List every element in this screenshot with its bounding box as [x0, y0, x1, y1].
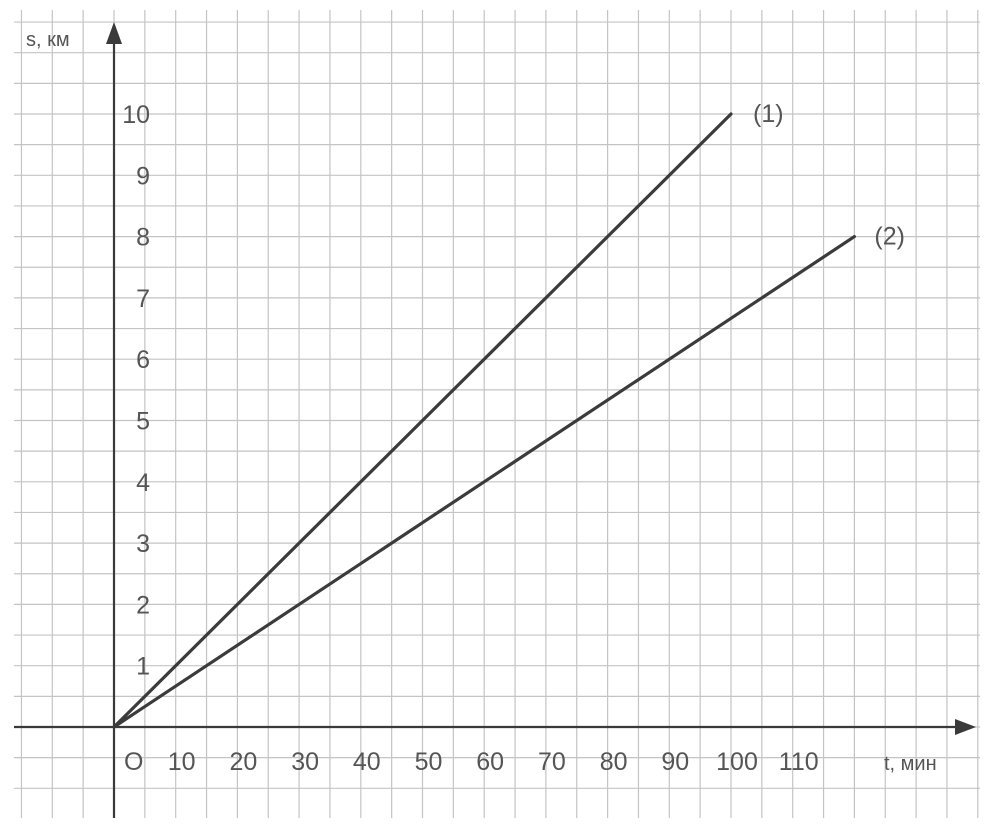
x-axis-title: t, мин [884, 753, 937, 775]
y-tick-label: 4 [136, 469, 150, 497]
y-tick-label: 10 [122, 101, 150, 129]
series-line-1 [112, 112, 733, 729]
y-tick-label: 8 [136, 224, 150, 252]
x-tick-label: 90 [661, 748, 689, 776]
y-axis-arrow-icon [106, 22, 122, 44]
x-tick-label: 40 [353, 748, 381, 776]
series-group: (1) (2) [112, 100, 905, 729]
series-label-2: (2) [874, 223, 905, 251]
y-tick-labels: 1 2 3 4 5 6 7 8 9 10 [122, 101, 150, 681]
x-tick-label: 50 [415, 748, 443, 776]
y-tick-label: 7 [136, 285, 150, 313]
series-line-2 [112, 235, 857, 729]
y-tick-label: 9 [136, 162, 150, 190]
x-tick-label: 30 [291, 748, 319, 776]
y-tick-label: 3 [136, 530, 150, 558]
x-tick-label: 20 [229, 748, 257, 776]
x-tick-label: 70 [538, 748, 566, 776]
axes [14, 22, 976, 818]
origin-label: O [124, 748, 143, 776]
grid [14, 10, 980, 818]
y-tick-label: 2 [136, 591, 150, 619]
x-axis-arrow-icon [955, 719, 976, 735]
x-tick-label: 110 [779, 748, 819, 776]
x-tick-label: 10 [168, 748, 196, 776]
y-tick-label: 6 [136, 346, 150, 374]
y-axis-title: s, км [26, 29, 70, 51]
x-tick-label: 100 [716, 748, 758, 776]
series-label-1: (1) [753, 100, 784, 128]
x-tick-label: 60 [476, 748, 504, 776]
y-tick-label: 1 [136, 653, 150, 681]
x-tick-label: 80 [600, 748, 628, 776]
x-tick-labels: 10 20 30 40 50 60 70 80 90 100 110 [168, 748, 819, 776]
y-tick-label: 5 [136, 408, 150, 436]
